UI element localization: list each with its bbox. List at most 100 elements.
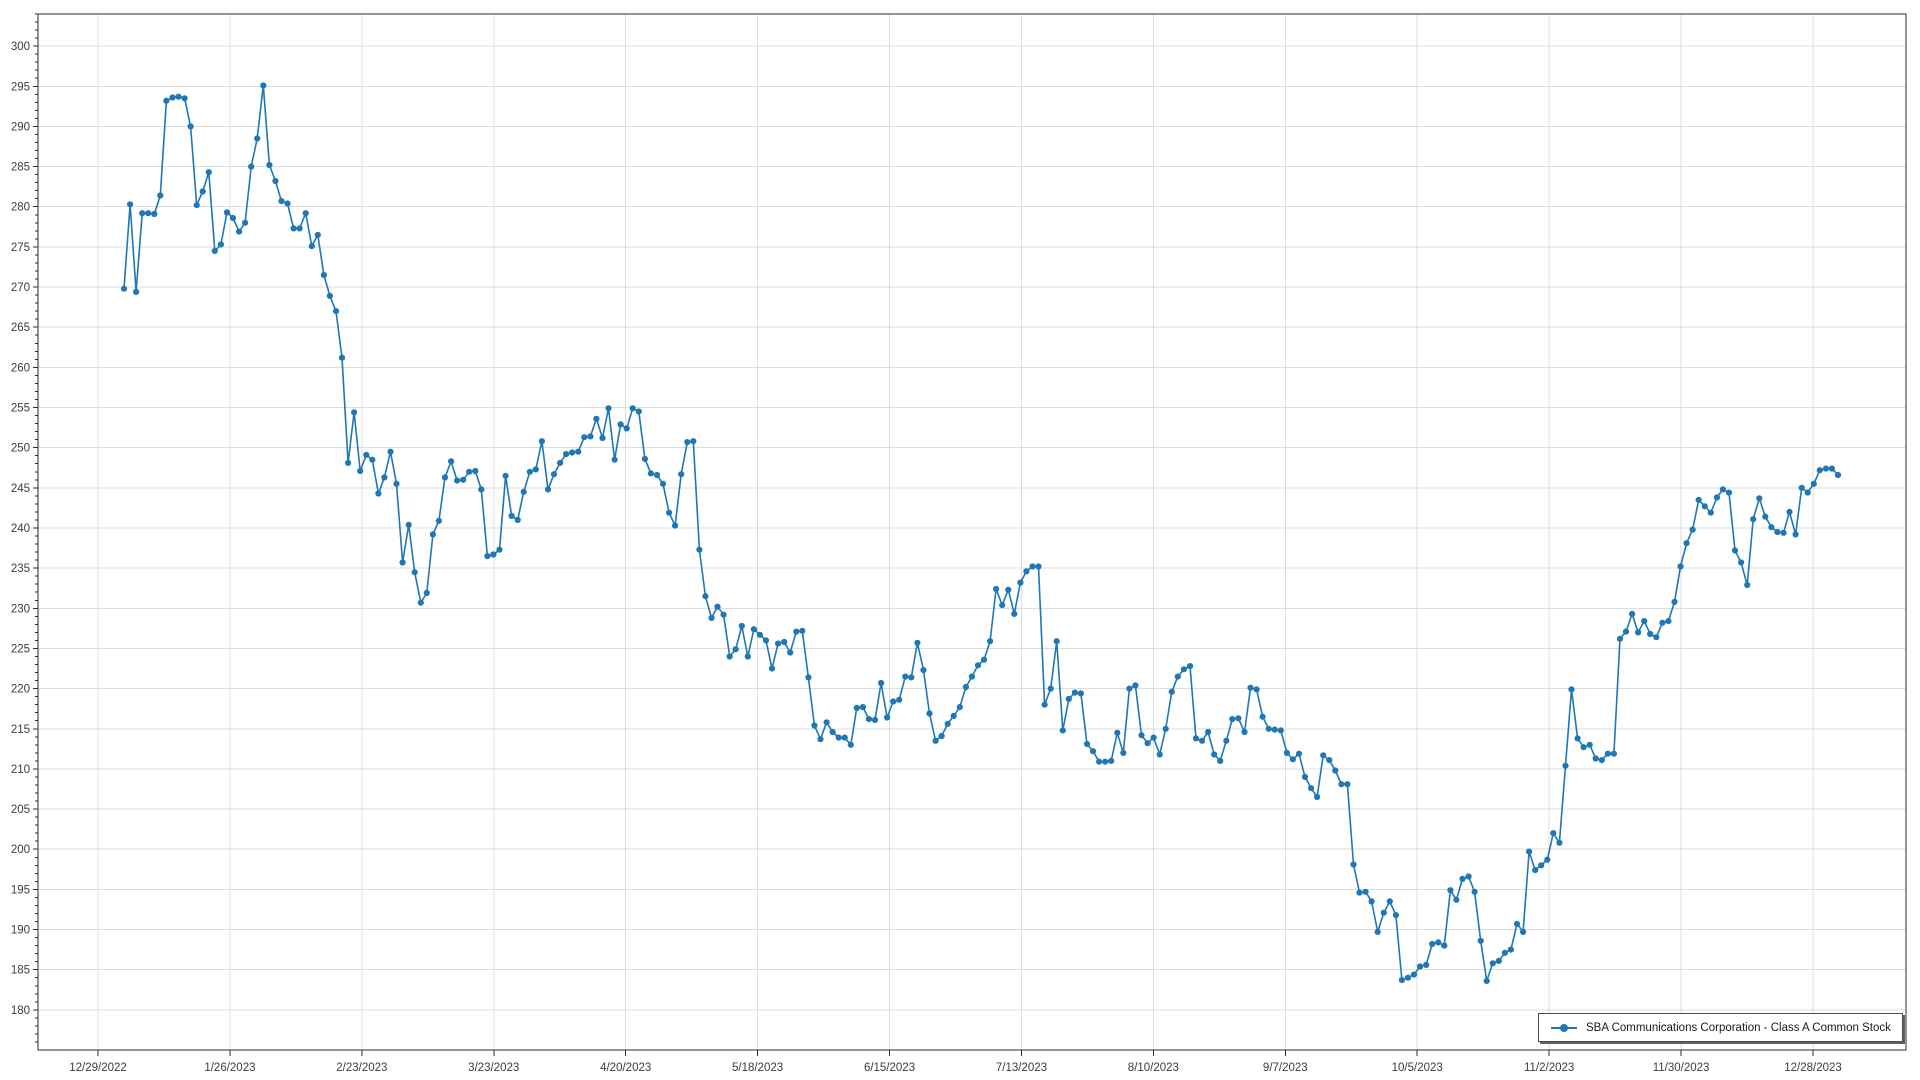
data-point — [1520, 928, 1527, 936]
data-point — [1077, 690, 1084, 697]
data-point — [678, 471, 685, 478]
data-point — [1350, 861, 1357, 868]
data-point — [1659, 619, 1666, 626]
data-point — [956, 704, 963, 711]
svg-text:8/10/2023: 8/10/2023 — [1128, 1062, 1179, 1074]
data-point — [1041, 701, 1048, 708]
svg-text:1/26/2023: 1/26/2023 — [204, 1062, 255, 1074]
data-point — [423, 589, 430, 597]
data-point — [338, 354, 346, 361]
data-point — [532, 466, 539, 473]
data-point — [811, 722, 818, 729]
data-point — [750, 626, 758, 633]
data-point — [999, 602, 1006, 609]
data-point — [1562, 762, 1569, 769]
data-point — [890, 698, 897, 705]
data-point — [1404, 974, 1412, 981]
data-point — [1344, 781, 1351, 788]
data-point — [817, 736, 824, 743]
data-point — [139, 210, 146, 217]
data-point — [1217, 757, 1224, 765]
data-point — [1362, 888, 1369, 895]
data-point — [1301, 773, 1309, 781]
data-point — [714, 603, 721, 610]
data-point — [823, 719, 830, 726]
data-point — [193, 202, 200, 209]
data-point — [1035, 563, 1042, 570]
data-point — [599, 434, 606, 442]
data-point — [1029, 563, 1036, 570]
data-point — [1495, 957, 1502, 965]
data-point — [569, 449, 576, 456]
data-point — [672, 522, 679, 529]
svg-text:12/29/2022: 12/29/2022 — [69, 1062, 127, 1074]
data-point — [1592, 755, 1599, 762]
svg-text:230: 230 — [11, 603, 30, 615]
legend-line-dot-marker — [1551, 1023, 1577, 1032]
data-point — [1647, 630, 1654, 638]
data-point — [1489, 960, 1496, 967]
svg-text:210: 210 — [11, 764, 30, 776]
data-point — [617, 421, 624, 428]
data-point — [563, 451, 570, 458]
data-point — [1429, 940, 1436, 948]
data-point — [1277, 727, 1284, 734]
data-point — [284, 200, 291, 207]
data-point — [326, 292, 333, 299]
data-point — [169, 94, 176, 101]
svg-text:270: 270 — [11, 282, 30, 294]
data-point — [581, 434, 588, 441]
data-point — [302, 210, 309, 217]
data-point — [1780, 529, 1787, 536]
data-point — [1005, 586, 1012, 593]
data-point — [1271, 726, 1278, 733]
data-point — [1168, 688, 1175, 695]
data-point — [835, 734, 842, 741]
data-point — [950, 712, 957, 720]
data-point — [1017, 579, 1024, 586]
data-point — [526, 468, 533, 475]
data-point — [557, 459, 564, 466]
data-point — [805, 674, 812, 681]
data-point — [1828, 465, 1835, 472]
data-point — [1071, 689, 1078, 696]
data-point — [181, 95, 188, 102]
data-point — [611, 456, 618, 463]
data-point — [768, 665, 776, 672]
data-point — [1641, 618, 1648, 625]
data-point — [1738, 559, 1745, 566]
data-point — [1114, 729, 1121, 736]
data-point — [647, 470, 655, 477]
data-point — [290, 225, 297, 232]
svg-text:7/13/2023: 7/13/2023 — [996, 1062, 1047, 1074]
svg-text:11/30/2023: 11/30/2023 — [1653, 1062, 1710, 1074]
data-point — [454, 477, 461, 484]
data-point — [120, 285, 128, 292]
data-point — [314, 231, 321, 238]
data-point — [1719, 486, 1726, 493]
data-point — [1089, 748, 1097, 755]
data-point — [260, 82, 267, 89]
data-point — [974, 662, 982, 669]
data-point — [1126, 685, 1133, 692]
data-point — [726, 653, 733, 660]
data-point — [920, 667, 927, 674]
data-point — [393, 480, 400, 487]
data-point — [1120, 749, 1127, 757]
svg-text:2/23/2023: 2/23/2023 — [336, 1062, 387, 1074]
data-point — [538, 438, 546, 445]
data-point — [1229, 716, 1236, 723]
data-point — [411, 569, 418, 576]
data-point — [593, 415, 600, 422]
data-point — [1750, 516, 1757, 523]
data-point — [744, 653, 751, 660]
data-point — [793, 628, 800, 635]
data-point — [1532, 867, 1539, 874]
data-point — [666, 509, 673, 516]
data-point — [466, 468, 473, 475]
data-point — [1192, 735, 1200, 742]
data-point — [841, 734, 848, 741]
data-point — [357, 467, 364, 475]
data-point — [1501, 949, 1508, 956]
svg-text:280: 280 — [11, 202, 30, 214]
